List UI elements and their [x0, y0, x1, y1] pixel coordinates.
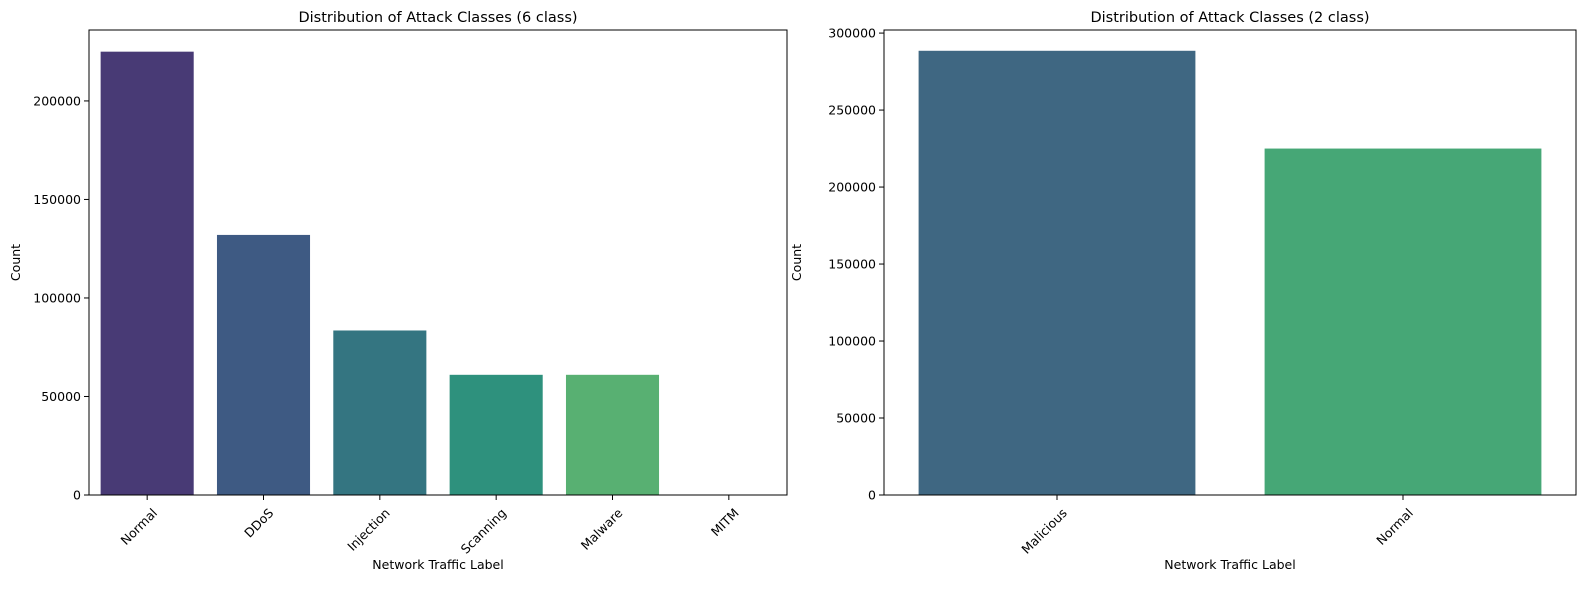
chart-six-class: 0 50000 100000 150000 200000 Normal DDoS Inject… [8, 10, 788, 572]
bar-malware [565, 374, 660, 495]
x-tick-label-normal: Normal [1373, 505, 1416, 548]
y-tick-label: 300000 [828, 26, 876, 41]
bar-scanning [449, 374, 543, 495]
bar-normal [100, 51, 194, 496]
y-axis-label: Count [8, 244, 23, 281]
y-axis-label: Count [789, 244, 804, 281]
plot-frame [88, 29, 788, 496]
bar-injection [333, 330, 427, 495]
x-tick-label-malicious: Malicious [1018, 505, 1069, 556]
y-tick-label: 50000 [41, 389, 81, 404]
y-tick-label: 200000 [33, 93, 81, 108]
bar-ddos [216, 234, 311, 496]
y-tick-label: 0 [73, 488, 81, 503]
y-tick-label: 100000 [828, 334, 876, 349]
x-tick-label-scanning: Scanning [458, 505, 509, 556]
chart-two-class: 0 50000 100000 150000 200000 250000 300000 Mali… [789, 10, 1577, 572]
y-tick-label: 250000 [828, 103, 876, 118]
y-tick-label: 0 [868, 488, 876, 503]
chart-title: Distribution of Attack Classes (2 class) [1090, 10, 1369, 26]
y-tick-label: 100000 [33, 290, 81, 305]
x-tick-label-injection: Injection [344, 505, 393, 554]
x-tick-label-malware: Malware [578, 505, 626, 553]
x-tick-label-ddos: DDoS [241, 505, 276, 540]
x-tick-label-mitm: MITM [708, 505, 742, 539]
x-axis-label: Network Traffic Label [1164, 557, 1295, 572]
y-tick-label: 150000 [33, 192, 81, 207]
y-tick-label: 50000 [836, 411, 876, 426]
x-tick-label-normal: Normal [117, 505, 160, 548]
y-tick-label: 200000 [828, 180, 876, 195]
chart-title: Distribution of Attack Classes (6 class) [298, 10, 577, 26]
x-axis-label: Network Traffic Label [372, 557, 503, 572]
bar-normal [1264, 148, 1542, 495]
plot-frame [883, 29, 1577, 496]
bar-malicious [918, 50, 1196, 495]
y-tick-label: 150000 [828, 257, 876, 272]
